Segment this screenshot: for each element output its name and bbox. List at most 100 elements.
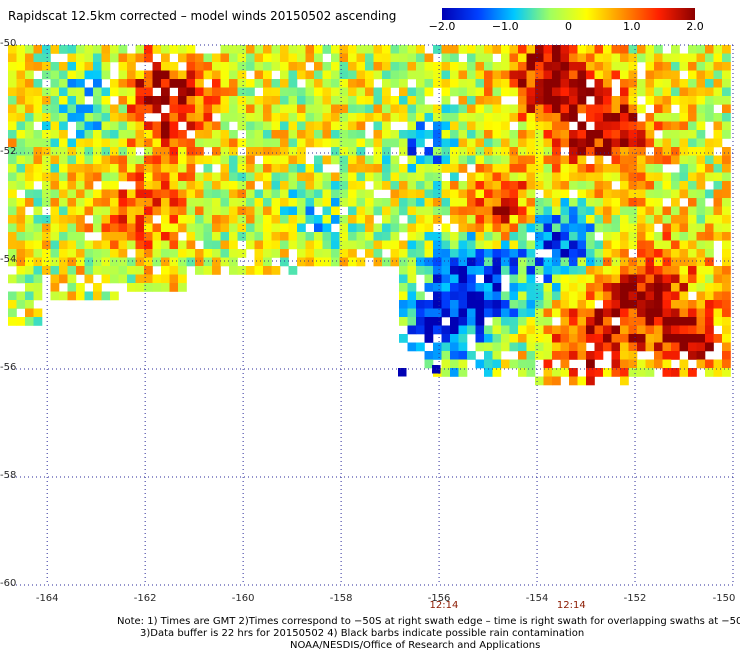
wind-cell: [628, 138, 638, 148]
wind-cell: [543, 223, 553, 233]
wind-cell: [722, 283, 731, 292]
wind-cell: [229, 87, 238, 97]
longitude-label: -158: [329, 593, 353, 604]
wind-cell: [280, 104, 289, 114]
wind-cell: [450, 104, 459, 114]
wind-cell: [203, 104, 213, 114]
wind-cell: [509, 53, 519, 63]
wind-cell: [535, 266, 544, 275]
wind-cell: [280, 130, 289, 139]
wind-cell: [84, 266, 94, 275]
wind-cell: [331, 104, 340, 114]
wind-cell: [288, 240, 298, 250]
wind-cell: [552, 87, 561, 97]
wind-cell: [458, 249, 468, 258]
wind-cell: [501, 232, 510, 241]
wind-cell: [25, 164, 34, 173]
wind-cell: [552, 215, 561, 224]
wind-cell: [373, 198, 383, 207]
wind-cell: [552, 274, 561, 284]
wind-cell: [467, 113, 476, 122]
wind-cell: [713, 317, 723, 326]
wind-cell: [263, 79, 272, 88]
wind-cell: [577, 45, 587, 54]
wind-cell: [339, 232, 349, 241]
wind-cell: [331, 155, 340, 165]
longitude-label: -156: [427, 593, 451, 604]
wind-cell: [416, 342, 425, 352]
wind-cell: [509, 334, 519, 343]
wind-cell: [509, 274, 519, 284]
wind-cell: [484, 232, 493, 241]
wind-cell: [390, 181, 400, 190]
wind-cell: [713, 53, 723, 63]
wind-cell: [50, 198, 60, 207]
wind-cell: [67, 206, 77, 216]
wind-cell: [254, 62, 264, 71]
wind-cell: [314, 181, 323, 190]
wind-cell: [203, 206, 213, 216]
wind-cell: [110, 130, 119, 139]
wind-cell: [152, 189, 162, 199]
wind-cell: [178, 138, 187, 148]
wind-cell: [110, 249, 119, 258]
wind-cell: [254, 249, 264, 258]
wind-cell: [645, 283, 655, 292]
wind-cell: [246, 121, 255, 131]
wind-cell: [399, 283, 408, 292]
colorbar-gradient: [442, 8, 695, 20]
wind-cell: [382, 240, 391, 250]
wind-cell: [535, 342, 544, 352]
wind-cell: [620, 104, 629, 114]
wind-cell: [492, 172, 502, 182]
wind-cell: [586, 172, 595, 182]
wind-cell: [399, 240, 408, 250]
wind-cell: [628, 223, 638, 233]
wind-cell: [373, 70, 383, 80]
wind-cell: [620, 359, 629, 369]
wind-cell: [178, 155, 187, 165]
wind-cell: [33, 130, 43, 139]
wind-cell: [407, 121, 417, 131]
wind-cell: [288, 53, 298, 63]
wind-cell: [722, 334, 731, 343]
wind-cell: [186, 172, 196, 182]
wind-cell: [688, 368, 697, 377]
wind-cell: [722, 223, 731, 233]
wind-cell: [679, 342, 689, 352]
wind-cell: [416, 291, 425, 301]
wind-cell: [433, 351, 442, 360]
wind-cell: [662, 274, 672, 284]
wind-cell: [297, 249, 306, 258]
wind-cell: [348, 96, 357, 105]
wind-cell: [475, 104, 485, 114]
wind-cell: [441, 147, 451, 156]
wind-cell: [280, 53, 289, 63]
wind-cell: [535, 62, 544, 71]
wind-cell: [322, 113, 332, 122]
wind-cell: [424, 223, 434, 233]
wind-cell: [560, 359, 570, 369]
wind-cell: [603, 53, 612, 63]
wind-cell: [135, 206, 145, 216]
wind-cell: [271, 215, 281, 224]
wind-cell: [186, 45, 196, 54]
wind-cell: [356, 121, 366, 131]
wind-cell: [84, 189, 94, 199]
wind-cell: [339, 96, 349, 105]
wind-cell: [603, 113, 612, 122]
wind-cell: [186, 155, 196, 165]
wind-cell: [135, 96, 145, 105]
wind-cell: [144, 53, 153, 63]
wind-cell: [535, 308, 544, 318]
wind-cell: [212, 206, 221, 216]
wind-cell: [356, 104, 366, 114]
wind-cell: [237, 172, 247, 182]
wind-cell: [135, 274, 145, 284]
wind-cell: [492, 266, 502, 275]
wind-cell: [8, 215, 17, 224]
wind-cell: [654, 104, 663, 114]
wind-cell: [688, 351, 697, 360]
wind-cell: [178, 147, 187, 156]
wind-cell: [603, 189, 612, 199]
